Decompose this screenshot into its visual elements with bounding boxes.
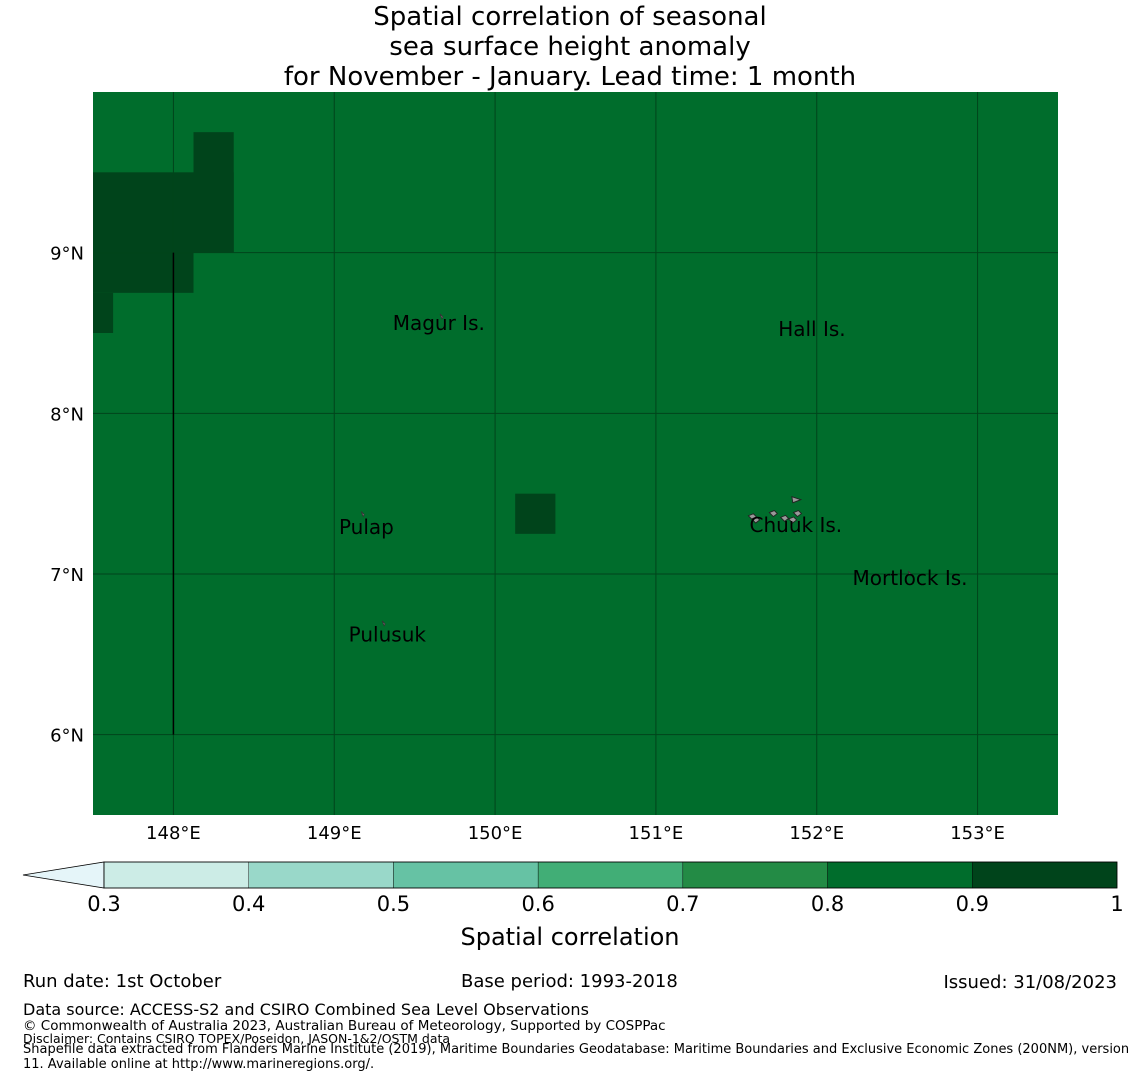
colorbar-tick-label: 1 [1110,892,1123,916]
colorbar-frame [103,861,1118,889]
chuuk-island-shape [779,514,790,522]
high-correlation-cell [93,172,234,253]
map-axes: 148°E 149°E 150°E 151°E 152°E 153°E 9°N 8°N 7°N 6… [50,244,1005,844]
colorbar-bin [537,861,684,889]
island-marker [907,570,912,577]
place-label: Mortlock Is. [853,566,968,590]
place-label: Pulap [339,515,394,539]
chuuk-island-shape [750,516,761,524]
colorbar-tick-label: 0.5 [377,892,410,916]
copyright-notice: © Commonwealth of Australia 2023, Austra… [23,1018,666,1034]
lat-tick-label: 6°N [50,726,84,747]
colorbar-title: Spatial correlation [460,923,679,951]
lat-tick-label: 8°N [50,404,84,425]
colorbar-tick-label: 0.6 [521,892,554,916]
colorbar-extend-arrow [22,861,105,889]
place-label: Hall Is. [778,317,845,341]
colorbar-tick-label: 0.3 [87,892,120,916]
chuuk-island-shape [787,516,798,524]
island-marker [381,620,386,627]
chuuk-island-shape [768,510,779,518]
lon-tick-label: 153°E [950,823,1005,844]
place-label: Magur Is. [393,311,485,335]
chart-title: Spatial correlation of seasonal sea surf… [0,2,1140,92]
colorbar-tick-label: 0.7 [666,892,699,916]
base-period: Base period: 1993-2018 [461,971,678,992]
lon-tick-label: 149°E [307,823,362,844]
shapefile-credit: Shapefile data extracted from Flanders M… [23,1042,1130,1072]
colorbar-tick-label: 0.4 [232,892,265,916]
colorbar-bin [393,861,539,889]
place-label: Chuuk Is. [750,513,843,537]
run-date: Run date: 1st October [23,971,222,992]
chuuk-island-shape [792,510,803,518]
island-marker [360,511,365,518]
colorbar-bin [103,861,249,889]
colorbar-bin [972,861,1118,889]
map-panel[interactable]: Magur Is. Hall Is. Pulap Chuuk Is. Mortlock … [93,92,1058,815]
correlation-field [93,92,1058,815]
data-source: Data source: ACCESS-S2 and CSIRO Combine… [23,1000,589,1019]
colorbar: 0.3 0.4 0.5 0.6 0.7 0.8 0.9 1 Spatial correlatio… [22,861,1124,951]
lon-tick-label: 151°E [629,823,684,844]
high-correlation-cell [515,493,556,534]
lon-tick-label: 150°E [468,823,523,844]
colorbar-tick-label: 0.8 [811,892,844,916]
colorbar-tick-label: 0.9 [956,892,989,916]
lat-tick-label: 9°N [50,244,84,265]
high-correlation-cell [93,292,114,333]
title-line-1: Spatial correlation of seasonal [373,2,767,32]
colorbar-bin [248,861,394,889]
issued-date: Issued: 31/08/2023 [943,972,1117,993]
place-label: Pulusuk [349,622,427,646]
map-figure: Magur Is. Hall Is. Pulap Chuuk Is. Mortlock … [22,92,1124,951]
colorbar-bin [682,861,828,889]
disclaimer: Disclaimer: Contains CSIRO TOPEX/Poseido… [23,1031,451,1046]
chuuk-island-shape [791,496,803,504]
island-marker [439,313,444,320]
colorbar-bin [827,861,973,889]
title-line-3: for November - January. Lead time: 1 mon… [283,62,857,92]
title-line-2: sea surface height anomaly [389,32,751,62]
lon-tick-label: 152°E [789,823,844,844]
lon-tick-label: 148°E [146,823,201,844]
high-correlation-cell [93,252,194,293]
lat-tick-label: 7°N [50,565,84,586]
